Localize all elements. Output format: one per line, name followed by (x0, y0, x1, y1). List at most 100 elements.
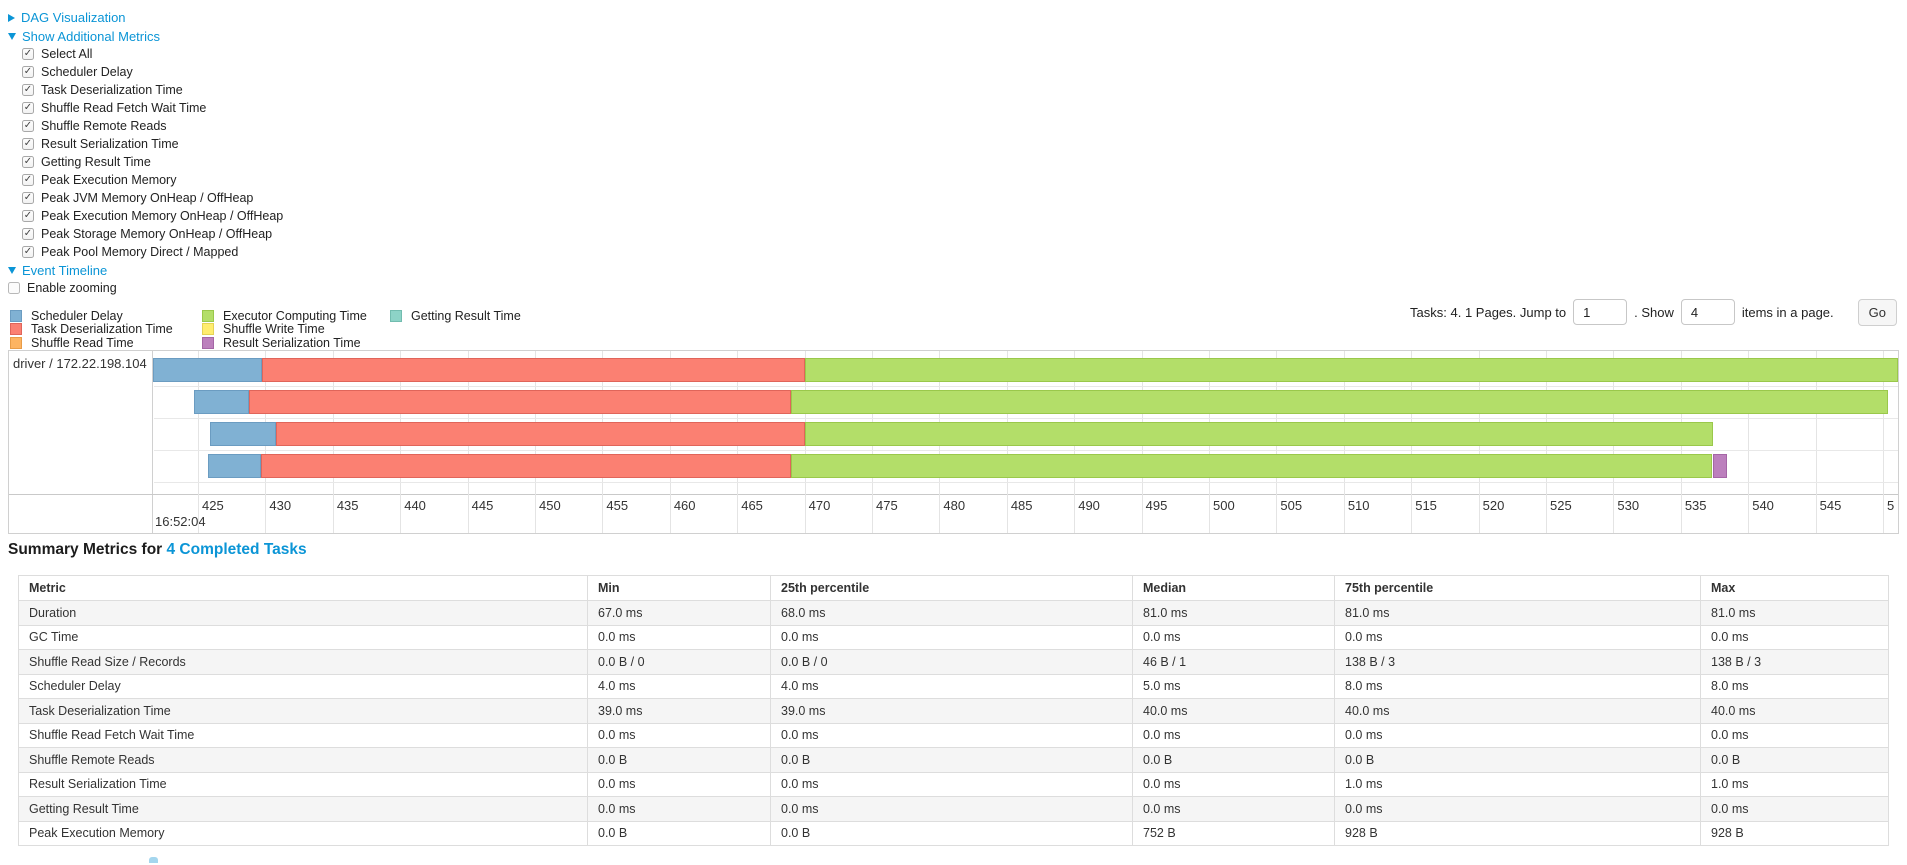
metric-value-cell: 0.0 ms (587, 771, 771, 797)
metric-value-cell: 0.0 B / 0 (770, 649, 1133, 675)
timeline-tick-label: 475 (876, 498, 898, 513)
metric-value-cell: 0.0 B (587, 747, 771, 773)
summary-column-header: 75th percentile (1334, 575, 1701, 601)
legend-swatch-icon (10, 309, 22, 322)
metric-checkbox-row[interactable]: ✓ Result Serialization Time (22, 135, 283, 153)
clipped-content-sliver (149, 857, 158, 863)
timeline-tick-label: 425 (202, 498, 224, 513)
metric-name-cell: Peak Execution Memory (18, 820, 588, 846)
legend-label: Getting Result Time (411, 308, 521, 323)
metric-checkbox-label: Getting Result Time (41, 155, 151, 169)
task-bar-segment-scheduler-delay (193, 390, 250, 414)
metric-checkbox[interactable]: ✓ (22, 102, 34, 114)
table-row: Getting Result Time 0.0 ms 0.0 ms 0.0 ms 0.0… (18, 796, 1889, 822)
metric-checkbox-label: Peak Pool Memory Direct / Mapped (41, 245, 239, 259)
metric-checkbox-label: Peak Execution Memory (41, 173, 177, 187)
task-bar-segment-executor-computing (791, 390, 1889, 414)
timeline-tick-label: 445 (471, 498, 494, 513)
metric-value-cell: 928 B (1334, 820, 1701, 846)
event-timeline-toggle[interactable]: Event Timeline (8, 261, 283, 279)
summary-column-header: Max (1700, 575, 1889, 601)
timeline-tick-label: 510 (1347, 498, 1370, 513)
metric-checkbox-row[interactable]: ✓ Shuffle Read Fetch Wait Time (22, 99, 283, 117)
metric-checkbox[interactable]: ✓ (22, 138, 34, 150)
metric-checkbox-row[interactable]: ✓ Peak Storage Memory OnHeap / OffHeap (22, 225, 283, 243)
timeline-tick-label: 545 (1819, 498, 1842, 513)
metric-checkbox-row[interactable]: ✓ Task Deserialization Time (22, 81, 283, 99)
metric-checkbox[interactable]: ✓ (22, 156, 34, 168)
summary-table-header-row: Metric Min 25th percentile Median 75th perce… (18, 575, 1889, 601)
metric-value-cell: 67.0 ms (587, 600, 771, 626)
metric-checkbox[interactable]: ✓ (22, 210, 34, 222)
metric-checkbox-row[interactable]: ✓ Peak Execution Memory (22, 171, 283, 189)
task-bar-segment-scheduler-delay (210, 422, 276, 446)
metric-value-cell: 4.0 ms (770, 673, 1133, 699)
table-row: GC Time 0.0 ms 0.0 ms 0.0 ms 0.0 ms 0.0 ms (18, 624, 1889, 650)
metric-checkbox-row[interactable]: ✓ Peak Execution Memory OnHeap / OffHeap (22, 207, 283, 225)
dag-visualization-toggle[interactable]: DAG Visualization (8, 8, 283, 27)
task-bar-segment-scheduler-delay (153, 358, 263, 382)
legend-label: Shuffle Write Time (223, 322, 325, 337)
metric-value-cell: 46 B / 1 (1132, 649, 1335, 675)
metric-value-cell: 0.0 B (1700, 747, 1889, 773)
legend-label: Task Deserialization Time (31, 322, 173, 337)
caret-right-icon (8, 13, 15, 22)
metric-name-cell: GC Time (18, 624, 588, 650)
timeline-tick-label: 530 (1617, 498, 1640, 513)
task-bar-segment-task-deserialization (261, 454, 792, 478)
completed-tasks-link[interactable]: 4 Completed Tasks (166, 541, 307, 558)
metric-checkbox[interactable]: ✓ (22, 66, 34, 78)
show-additional-metrics-toggle[interactable]: Show Additional Metrics (8, 27, 283, 45)
metric-checkbox-row[interactable]: ✓ Peak JVM Memory OnHeap / OffHeap (22, 189, 283, 207)
timeline-tick-label: 430 (269, 498, 292, 513)
items-per-page-input[interactable] (1680, 299, 1735, 325)
metric-checkbox-row[interactable]: ✓ Peak Pool Memory Direct / Mapped (22, 243, 283, 261)
metric-checkbox-label: Peak Execution Memory OnHeap / OffHeap (41, 209, 284, 223)
legend-item: Task Deserialization Time (10, 322, 173, 337)
timeline-tick-label: 465 (741, 498, 763, 513)
timeline-legend-column: Scheduler Delay Task Deserialization Time… (10, 309, 173, 350)
metric-checkbox[interactable]: ✓ (22, 246, 34, 258)
dag-visualization-label: DAG Visualization (21, 10, 126, 25)
metric-name-cell: Result Serialization Time (18, 771, 588, 797)
metric-checkbox-label: Result Serialization Time (41, 137, 179, 151)
metric-checkbox[interactable]: ✓ (22, 120, 34, 132)
summary-column-header: 25th percentile (770, 575, 1133, 601)
legend-label: Scheduler Delay (31, 308, 123, 323)
metric-checkbox[interactable]: ✓ (22, 48, 34, 60)
metric-checkbox-label: Task Deserialization Time (41, 83, 183, 97)
metric-value-cell: 0.0 ms (770, 722, 1133, 748)
metric-checkbox-row[interactable]: ✓ Select All (22, 45, 283, 63)
task-bar-segment-task-deserialization (262, 358, 805, 382)
task-bar-segment-scheduler-delay (207, 454, 262, 478)
jump-to-page-input[interactable] (1573, 299, 1628, 325)
timeline-tick-label: 535 (1684, 498, 1707, 513)
enable-zooming-checkbox-row[interactable]: Enable zooming (8, 279, 283, 297)
metric-value-cell: 0.0 ms (587, 796, 771, 822)
go-button[interactable]: Go (1857, 298, 1897, 326)
metric-checkbox-row[interactable]: ✓ Getting Result Time (22, 153, 283, 171)
summary-column-header: Min (587, 575, 771, 601)
timeline-executor-label: driver / 172.22.198.104 (13, 356, 147, 371)
task-bar-segment-executor-computing (804, 358, 1898, 382)
metric-value-cell: 0.0 B / 0 (587, 649, 771, 675)
metric-name-cell: Getting Result Time (18, 796, 588, 822)
items-per-page-suffix: items in a page. (1741, 304, 1834, 320)
metric-name-cell: Task Deserialization Time (18, 698, 588, 724)
timeline-tick-label: 480 (943, 498, 966, 513)
metric-checkbox[interactable]: ✓ (22, 84, 34, 96)
metric-value-cell: 0.0 ms (1700, 722, 1889, 748)
legend-swatch-icon (390, 309, 402, 322)
metric-checkbox-row[interactable]: ✓ Shuffle Remote Reads (22, 117, 283, 135)
metric-checkbox-label: Select All (41, 47, 93, 61)
metric-checkbox[interactable]: ✓ (22, 228, 34, 240)
legend-swatch-icon (10, 323, 22, 336)
metric-checkbox[interactable]: ✓ (22, 192, 34, 204)
enable-zooming-checkbox[interactable] (8, 282, 20, 294)
metric-checkbox-row[interactable]: ✓ Scheduler Delay (22, 63, 283, 81)
timeline-tick-label: 525 (1550, 498, 1572, 513)
metric-value-cell: 8.0 ms (1334, 673, 1701, 699)
metric-checkbox[interactable]: ✓ (22, 174, 34, 186)
metric-value-cell: 0.0 ms (1334, 796, 1701, 822)
legend-item: Getting Result Time (390, 309, 521, 323)
